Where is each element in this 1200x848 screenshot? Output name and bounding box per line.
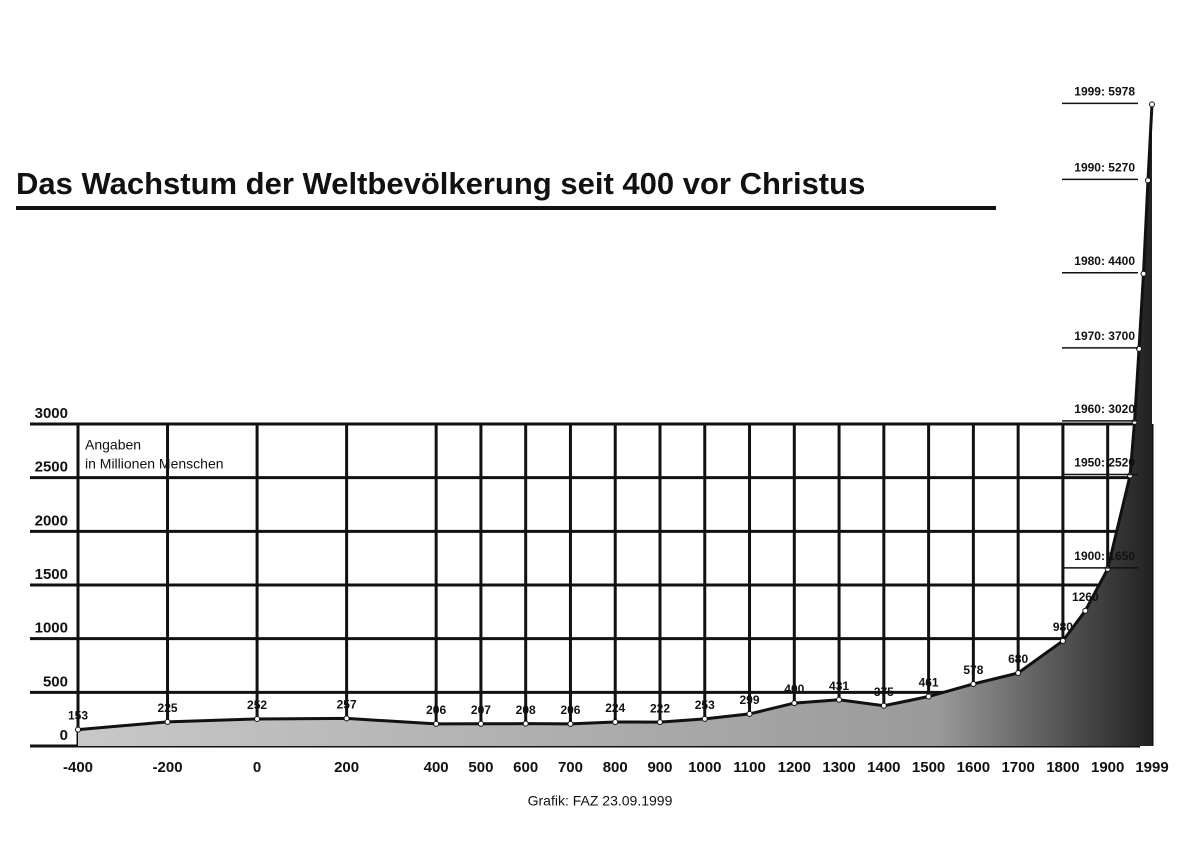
x-tick-label: 0 <box>253 759 261 776</box>
value-label: 375 <box>874 685 894 699</box>
value-label: 299 <box>740 693 760 707</box>
x-tick-label: 700 <box>558 759 583 776</box>
value-label: 153 <box>68 709 88 723</box>
point <box>164 718 171 725</box>
value-label: 1960: 3020 <box>1074 402 1135 416</box>
value-label: 222 <box>650 701 670 715</box>
x-tick-label: 1100 <box>733 759 766 776</box>
point <box>1015 670 1022 677</box>
point <box>1140 270 1147 277</box>
point <box>970 680 977 687</box>
value-label: 1950: 2520 <box>1074 456 1135 470</box>
x-tick-label: 1900 <box>1091 759 1124 776</box>
point <box>880 702 887 709</box>
annotation: in Millionen Menschen <box>85 456 224 472</box>
x-tick-label: 1400 <box>867 759 900 776</box>
area <box>78 104 1152 747</box>
point <box>836 696 843 703</box>
y-tick-label: 3000 <box>35 405 68 422</box>
value-label: 578 <box>963 663 983 677</box>
x-tick-label: 800 <box>603 759 628 776</box>
value-label: 252 <box>247 698 267 712</box>
y-tick-label: 2000 <box>35 512 68 529</box>
point <box>522 720 529 727</box>
point <box>746 710 753 717</box>
x-tick-label: 1500 <box>912 759 945 776</box>
x-tick-label: 1000 <box>688 759 721 776</box>
point <box>343 715 350 722</box>
point <box>1082 607 1089 614</box>
value-label: 461 <box>919 676 939 690</box>
value-label: 225 <box>158 701 178 715</box>
x-tick-label: 1800 <box>1046 759 1079 776</box>
x-tick-label: 1700 <box>1001 759 1034 776</box>
x-tick-label: 1999 <box>1135 759 1168 776</box>
point <box>612 718 619 725</box>
point <box>1149 101 1155 108</box>
x-tick-label: 400 <box>424 759 449 776</box>
point <box>567 720 574 727</box>
y-tick-label: 1500 <box>35 566 68 583</box>
point <box>656 719 663 726</box>
point <box>433 720 440 727</box>
value-label: 206 <box>426 703 446 717</box>
value-label: 1970: 3700 <box>1074 329 1135 343</box>
x-tick-label: 1200 <box>778 759 811 776</box>
x-tick-label: -200 <box>153 759 183 776</box>
value-label: 207 <box>471 703 491 717</box>
y-tick-label: 500 <box>43 673 68 690</box>
point <box>477 720 484 727</box>
value-label: 253 <box>695 698 715 712</box>
value-label: 1999: 5978 <box>1074 85 1135 99</box>
point <box>1144 177 1151 184</box>
value-label: 1980: 4400 <box>1074 254 1135 268</box>
annotation: Angaben <box>85 437 141 453</box>
x-tick-label: 900 <box>647 759 672 776</box>
x-tick-label: 1300 <box>822 759 855 776</box>
y-tick-label: 0 <box>60 727 68 744</box>
point <box>701 715 708 722</box>
point <box>75 726 81 733</box>
point <box>1059 637 1066 644</box>
value-label: 1990: 5270 <box>1074 161 1135 175</box>
x-tick-label: 600 <box>513 759 538 776</box>
x-tick-label: 500 <box>468 759 493 776</box>
chart-title: Das Wachstum der Weltbevölkerung seit 40… <box>16 166 865 201</box>
value-label: 680 <box>1008 652 1028 666</box>
source: Grafik: FAZ 23.09.1999 <box>528 793 673 809</box>
x-tick-label: -400 <box>63 759 93 776</box>
x-tick-label: 1600 <box>957 759 990 776</box>
x-tick-label: 200 <box>334 759 359 776</box>
point <box>925 693 932 700</box>
value-label: 431 <box>829 679 849 693</box>
value-label: 400 <box>784 682 804 696</box>
value-label: 208 <box>516 703 536 717</box>
value-label: 206 <box>560 703 580 717</box>
point <box>791 700 798 707</box>
y-tick-label: 1000 <box>35 620 68 637</box>
value-label: 257 <box>337 698 357 712</box>
value-label: 980 <box>1053 620 1073 634</box>
value-label: 1900: 1650 <box>1074 549 1135 563</box>
y-tick-label: 2500 <box>35 459 68 476</box>
point <box>254 715 261 722</box>
title-underline <box>16 206 996 210</box>
value-label: 224 <box>605 701 625 715</box>
value-label: 1260 <box>1072 590 1099 604</box>
